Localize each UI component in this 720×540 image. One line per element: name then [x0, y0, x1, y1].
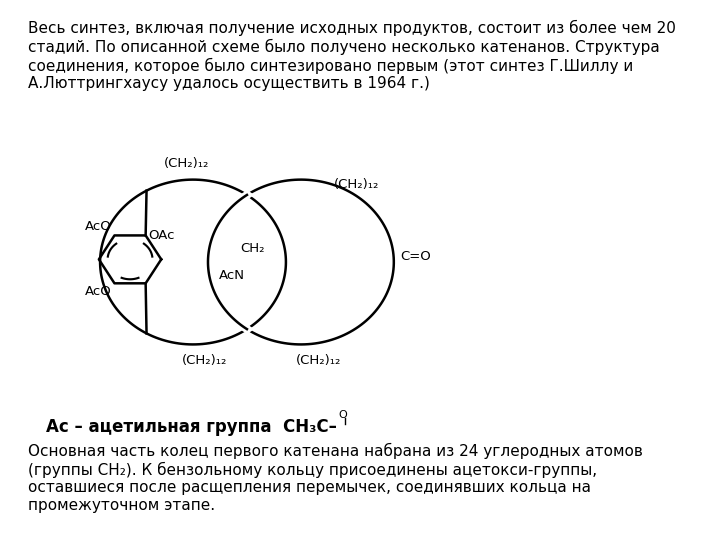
Text: OAc: OAc — [148, 229, 174, 242]
Text: AcO: AcO — [85, 286, 112, 299]
Text: CH₂: CH₂ — [240, 242, 265, 255]
Text: Весь синтез, включая получение исходных продуктов, состоит из более чем 20
стади: Весь синтез, включая получение исходных … — [28, 20, 676, 91]
Text: AcN: AcN — [219, 269, 245, 282]
Text: (CH₂)₁₂: (CH₂)₁₂ — [334, 178, 379, 192]
Text: C=O: C=O — [400, 250, 431, 263]
Text: AcO: AcO — [85, 220, 112, 233]
Text: Основная часть колец первого катенана набрана из 24 углеродных атомов
(группы CH: Основная часть колец первого катенана на… — [28, 443, 643, 512]
Text: (CH₂)₁₂: (CH₂)₁₂ — [182, 354, 228, 367]
Text: (CH₂)₁₂: (CH₂)₁₂ — [296, 354, 341, 367]
Text: Ас – ацетильная группа  CH₃C–: Ас – ацетильная группа CH₃C– — [46, 418, 337, 436]
Text: O: O — [338, 410, 347, 420]
Text: (CH₂)₁₂: (CH₂)₁₂ — [164, 157, 210, 170]
